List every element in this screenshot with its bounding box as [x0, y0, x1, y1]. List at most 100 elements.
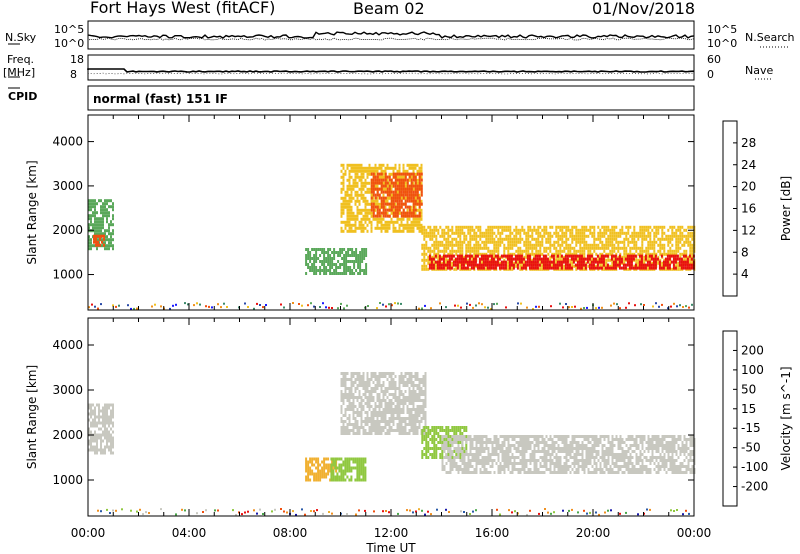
- data-cell: [406, 408, 409, 411]
- data-cell: [404, 196, 407, 200]
- data-cell: [356, 384, 359, 387]
- data-cell: [412, 226, 415, 230]
- data-cell: [672, 260, 675, 264]
- data-cell: [396, 414, 399, 417]
- data-cell: [647, 225, 650, 229]
- data-cell: [451, 240, 454, 244]
- data-cell: [332, 457, 335, 461]
- data-cell: [386, 163, 389, 167]
- data-cell: [633, 252, 636, 256]
- data-cell: [455, 465, 458, 468]
- data-cell: [571, 240, 574, 244]
- data-cell: [346, 417, 349, 420]
- data-cell: [422, 432, 425, 435]
- data-cell: [427, 267, 430, 271]
- data-cell: [450, 257, 453, 261]
- data-cell: [481, 234, 484, 238]
- data-cell: [384, 214, 387, 218]
- data-cell: [368, 220, 371, 224]
- data-cell: [556, 266, 559, 270]
- data-cell: [599, 264, 602, 268]
- data-cell: [400, 205, 403, 209]
- data-cell: [342, 396, 345, 399]
- data-cell: [380, 196, 383, 200]
- data-cell: [556, 263, 559, 267]
- data-cell: [370, 199, 373, 203]
- data-cell: [485, 240, 488, 244]
- data-cell: [398, 411, 401, 414]
- data-cell: [315, 269, 318, 272]
- data-cell: [366, 423, 369, 426]
- data-cell: [481, 456, 484, 459]
- data-cell: [346, 399, 349, 402]
- data-cell: [425, 444, 428, 447]
- data-cell: [348, 175, 351, 179]
- data-cell: [108, 421, 110, 425]
- data-cell: [374, 181, 377, 185]
- data-cell: [603, 228, 606, 232]
- data-cell: [410, 429, 413, 432]
- data-cell: [370, 172, 373, 176]
- data-cell: [449, 450, 452, 453]
- data-cell: [530, 263, 533, 267]
- data-cell: [451, 264, 454, 268]
- data-cell: [376, 205, 379, 209]
- data-cell: [573, 252, 576, 256]
- data-cell: [578, 266, 581, 270]
- data-cell: [376, 414, 379, 417]
- data-cell: [491, 447, 494, 450]
- data-cell: [94, 211, 96, 215]
- data-cell: [499, 234, 502, 238]
- data-cell: [638, 263, 641, 267]
- data-cell: [451, 468, 454, 471]
- data-cell: [581, 249, 584, 253]
- data-cell: [525, 252, 528, 256]
- data-cell: [346, 187, 349, 191]
- data-cell: [647, 234, 650, 238]
- data-cell: [392, 223, 395, 227]
- data-cell: [94, 217, 96, 221]
- data-cell: [408, 387, 411, 390]
- data-cell: [346, 166, 349, 170]
- data-cell: [491, 465, 494, 468]
- data-cell: [473, 468, 476, 471]
- data-cell: [546, 263, 549, 267]
- data-cell: [398, 420, 401, 423]
- data-cell: [380, 172, 383, 176]
- data-cell: [451, 225, 454, 229]
- data-cell: [363, 269, 366, 272]
- data-cell: [384, 211, 387, 215]
- data-cell: [684, 263, 687, 267]
- data-cell: [541, 234, 544, 238]
- data-cell: [579, 240, 582, 244]
- data-cell: [348, 181, 351, 185]
- data-cell: [570, 266, 573, 270]
- data-cell: [366, 169, 369, 173]
- data-cell: [487, 441, 490, 444]
- data-cell: [460, 263, 463, 267]
- data-cell: [384, 220, 387, 224]
- data-cell: [390, 199, 393, 203]
- data-cell: [346, 205, 349, 209]
- data-cell: [94, 214, 96, 218]
- data-cell: [350, 190, 353, 194]
- data-cell: [424, 372, 427, 375]
- data-cell: [392, 229, 395, 233]
- data-cell: [342, 478, 345, 482]
- data-cell: [497, 237, 500, 241]
- data-cell: [356, 429, 359, 432]
- data-cell: [452, 254, 455, 258]
- data-cell: [392, 166, 395, 170]
- data-cell: [327, 466, 330, 470]
- data-cell: [443, 234, 446, 238]
- data-cell: [382, 420, 385, 423]
- data-cell: [412, 229, 415, 233]
- data-cell: [102, 220, 104, 224]
- data-cell: [414, 420, 417, 423]
- data-cell: [342, 402, 345, 405]
- data-cell: [348, 420, 351, 423]
- data-cell: [433, 240, 436, 244]
- data-cell: [92, 211, 94, 215]
- data-cell: [524, 263, 527, 267]
- data-cell: [663, 237, 666, 241]
